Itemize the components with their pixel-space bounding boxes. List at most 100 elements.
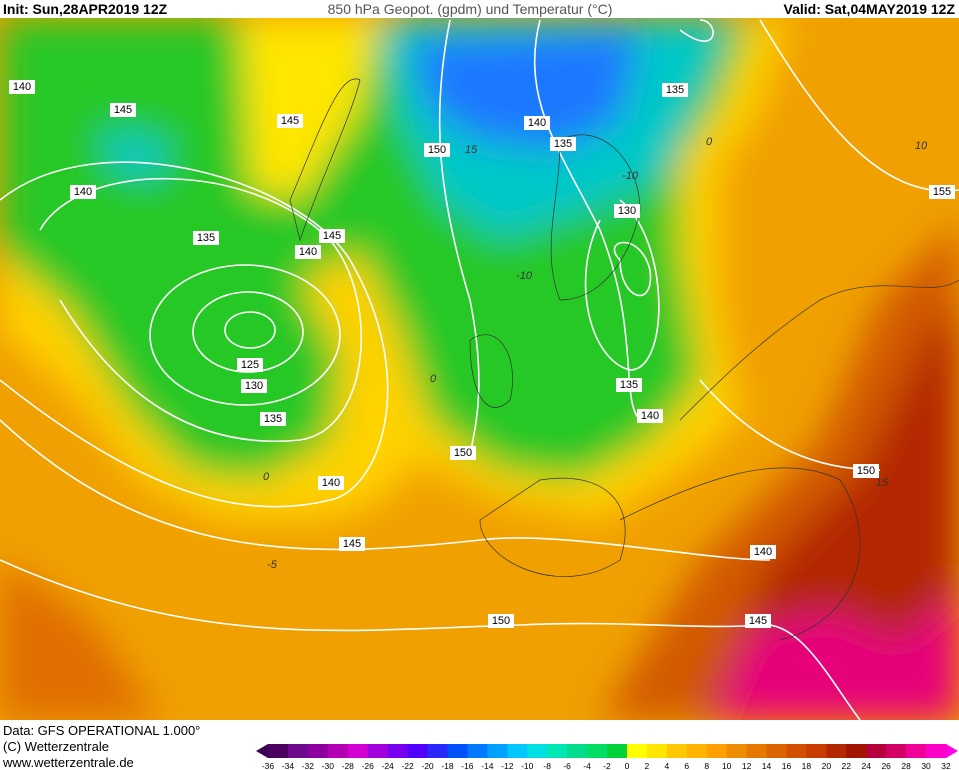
isotherm-label: 0	[263, 471, 270, 483]
colorbar-label: 6	[684, 761, 689, 770]
colorbar-label: -16	[461, 761, 474, 770]
colorbar-label: 12	[742, 761, 752, 770]
contour-label-box	[929, 185, 955, 199]
contour-label-box	[260, 412, 286, 426]
geopotential-label: 150	[428, 144, 446, 156]
colorbar-swatch	[407, 744, 429, 758]
colorbar-swatch	[806, 744, 827, 758]
colorbar-label: -34	[282, 761, 295, 770]
colorbar-label: 22	[842, 761, 852, 770]
map-area	[0, 18, 959, 720]
contour-label-box	[614, 204, 640, 218]
colorbar-swatch	[866, 744, 887, 758]
contour-label-box	[488, 614, 514, 628]
geopotential-label: 135	[554, 138, 572, 150]
colorbar-label: 28	[901, 761, 911, 770]
geopotential-label: 135	[197, 232, 215, 244]
header-bar	[0, 0, 959, 18]
colorbar-swatch	[726, 744, 748, 758]
valid-time: Valid: Sat,04MAY2019 12Z	[784, 1, 956, 17]
colorbar-label: 16	[782, 761, 792, 770]
data-source: Data: GFS OPERATIONAL 1.000°	[3, 723, 200, 738]
geopotential-label: 140	[299, 246, 317, 258]
colorbar-label: 14	[762, 761, 772, 770]
website: www.wetterzentrale.de	[2, 755, 134, 770]
colorbar-swatch	[268, 744, 289, 758]
colorbar-swatch	[567, 744, 588, 758]
colorbar-label: -18	[441, 761, 454, 770]
geopotential-label: 140	[322, 477, 340, 489]
contour-label-box	[616, 378, 642, 392]
contour-label-box	[277, 114, 303, 128]
geopotential-label: 145	[114, 104, 132, 116]
geopotential-label: 150	[454, 447, 472, 459]
geopotential-label: 140	[641, 410, 659, 422]
colorbar-label: -22	[401, 761, 414, 770]
contour-label-box	[295, 245, 321, 259]
contour-label-box	[237, 358, 263, 372]
geopotential-label: 145	[749, 615, 767, 627]
colorbar-swatch	[307, 744, 329, 758]
isotherm-label: 15	[876, 477, 889, 489]
contour-label-box	[9, 80, 35, 94]
colorbar-label: -2	[603, 761, 611, 770]
colorbar: -36 -34 -32 -30 -28 -26 -24 -22 -20 -18 -16 -14 -12-…	[256, 744, 958, 770]
colorbar-swatch	[906, 744, 927, 758]
colorbar-label: -4	[583, 761, 591, 770]
geopotential-label: 150	[492, 615, 510, 627]
geopotential-label: 140	[528, 117, 546, 129]
isotherm-label: -10	[622, 170, 639, 182]
contour-label-box	[524, 116, 550, 130]
geopotential-label: 125	[241, 359, 259, 371]
coastlines	[289, 78, 959, 641]
colorbar-label: -28	[342, 761, 355, 770]
colorbar-swatch	[666, 744, 688, 758]
isotherm-label: -5	[267, 559, 278, 571]
colorbar-swatch	[507, 744, 528, 758]
colorbar-swatch	[706, 744, 728, 758]
colorbar-label: 32	[941, 761, 951, 770]
contour-label-box	[70, 185, 96, 199]
contour-label-box	[750, 545, 776, 559]
colorbar-swatch	[547, 744, 568, 758]
colorbar-swatch	[607, 744, 628, 758]
colorbar-swatch	[527, 744, 548, 758]
contour-label-box	[745, 614, 771, 628]
colorbar-swatch	[367, 744, 389, 758]
geopotential-label: 150	[857, 465, 875, 477]
copyright: (C) Wetterzentrale	[3, 739, 109, 754]
contour-labels: 1401451451401351401451501401351351301251…	[9, 80, 955, 628]
colorbar-swatch	[686, 744, 708, 758]
contour-label-box	[318, 476, 344, 490]
geopotential-label: 145	[323, 230, 341, 242]
isotherm-label: 15	[465, 144, 478, 156]
colorbar-label: -12	[501, 761, 514, 770]
colorbar-label: -20	[421, 761, 434, 770]
contour-label-box	[450, 446, 476, 460]
colorbar-swatch	[427, 744, 448, 758]
colorbar-swatch	[467, 744, 488, 758]
isotherm-label: 0	[430, 373, 437, 385]
contour-label-box	[241, 379, 267, 393]
colorbar-over-arrow	[946, 744, 958, 758]
contour-label-box	[339, 537, 365, 551]
geopotential-label: 155	[933, 186, 951, 198]
colorbar-swatch	[626, 744, 648, 758]
colorbar-swatch	[447, 744, 468, 758]
contour-label-box	[637, 409, 663, 423]
colorbar-swatch	[826, 744, 847, 758]
isotherm-label: -10	[516, 270, 533, 282]
colorbar-swatch	[766, 744, 787, 758]
colorbar-swatch	[846, 744, 867, 758]
geopotential-label: 130	[245, 380, 263, 392]
temperature-shading	[0, 18, 959, 720]
contour-label-box	[853, 464, 879, 478]
colorbar-label: -32	[302, 761, 315, 770]
contour-label-box	[110, 103, 136, 117]
colorbar-swatch	[746, 744, 768, 758]
geopotential-label: 135	[264, 413, 282, 425]
colorbar-swatch	[287, 744, 309, 758]
geopotential-label: 140	[74, 186, 92, 198]
geopotential-label: 145	[343, 538, 361, 550]
colorbar-label: 8	[704, 761, 709, 770]
